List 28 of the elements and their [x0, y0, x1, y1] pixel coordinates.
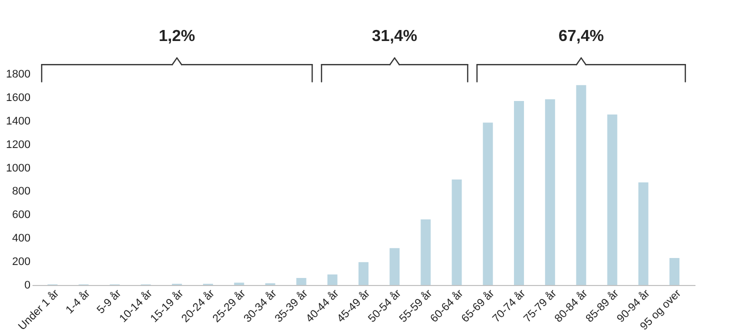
text: 1,2% [158, 28, 196, 45]
bar [390, 248, 400, 285]
text: 31,4% [372, 28, 418, 45]
y-tick-label: 600 [12, 209, 30, 222]
y-tick-label: 200 [12, 256, 30, 268]
bar [358, 262, 368, 285]
bar [420, 219, 431, 285]
x-tick-label: 1-4 år [64, 287, 93, 316]
bar [482, 122, 493, 285]
bar [296, 278, 306, 285]
y-tick-label: 800 [12, 186, 30, 198]
y-tick-label: 0 [24, 280, 30, 292]
x-tick-label: 5-9 år [94, 287, 124, 316]
bar [638, 182, 648, 285]
y-tick-label: 1400 [6, 115, 30, 128]
bar [327, 274, 338, 285]
y-tick-label: 1200 [6, 138, 30, 151]
y-tick-label: 400 [12, 232, 30, 245]
y-tick-label: 1000 [6, 162, 30, 174]
bar [452, 180, 462, 285]
bar [576, 85, 586, 285]
bar [607, 114, 618, 285]
y-tick-label: 1600 [6, 92, 30, 104]
text: 67,4% [558, 28, 604, 45]
bar [514, 100, 524, 285]
bar [545, 99, 556, 285]
y-tick-label: 1800 [6, 68, 30, 80]
bar [669, 258, 680, 285]
